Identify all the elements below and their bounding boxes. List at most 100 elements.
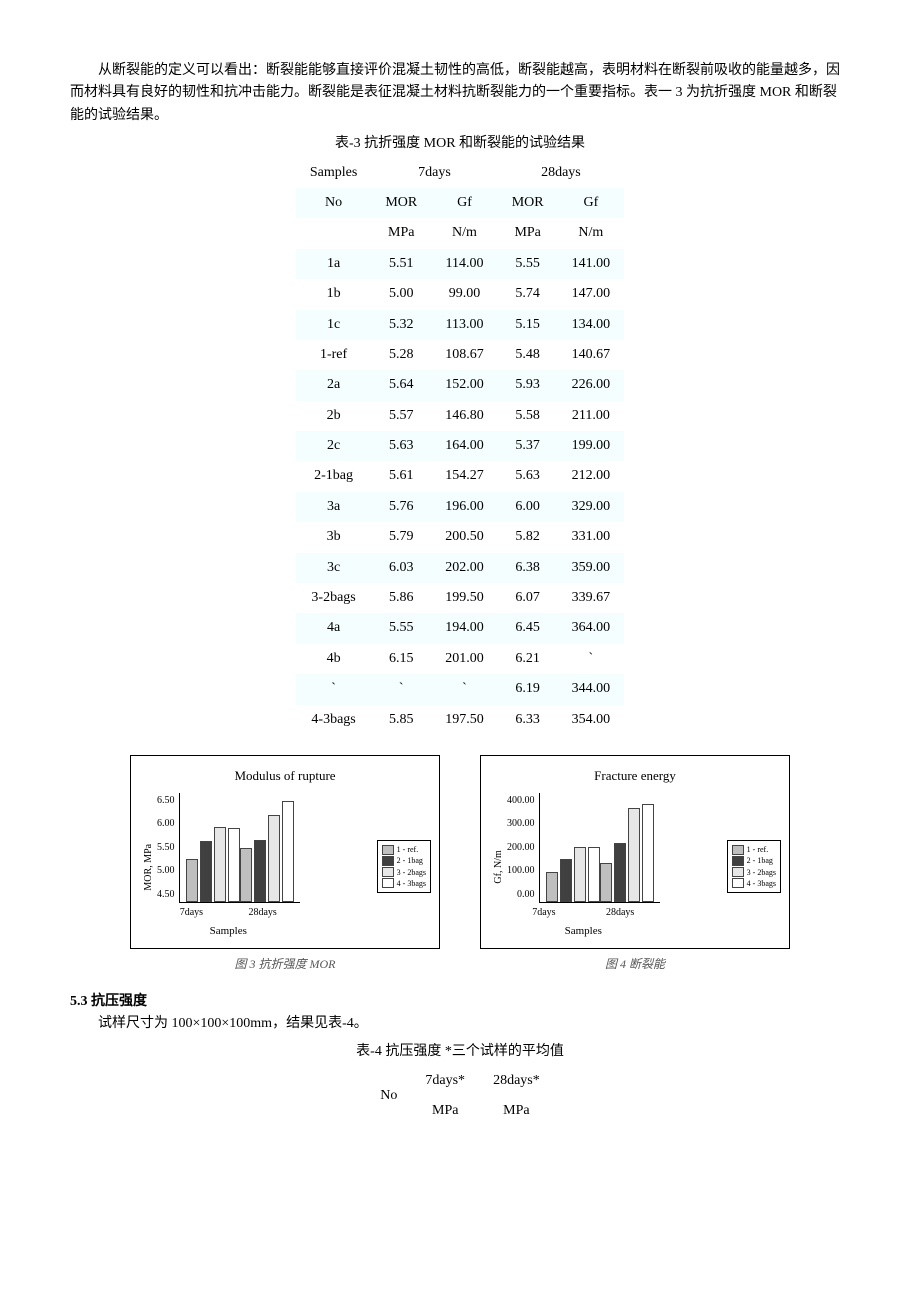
table-cell: 3-2bags — [296, 583, 371, 613]
table-row: 2c5.63164.005.37199.00 — [296, 431, 624, 461]
table-cell: 5.63 — [498, 461, 558, 491]
legend-item: 4 - 3bags — [732, 878, 776, 889]
bar — [628, 808, 640, 901]
table-cell: 114.00 — [431, 249, 498, 279]
fig3-caption: 图 3 抗折强度 MOR — [130, 955, 440, 974]
table-row: 2-1bag5.61154.275.63212.00 — [296, 461, 624, 491]
table-cell: 6.15 — [371, 644, 431, 674]
table-cell: 201.00 — [431, 644, 498, 674]
legend-item: 1 - ref. — [732, 844, 776, 855]
th-gf-28: Gf — [558, 188, 625, 218]
th-no: No — [296, 188, 371, 218]
table-cell: 5.82 — [498, 522, 558, 552]
table-cell: 141.00 — [558, 249, 625, 279]
table-cell: 194.00 — [431, 613, 498, 643]
chart-mor-title: Modulus of rupture — [139, 766, 431, 787]
legend-item: 1 - ref. — [382, 844, 426, 855]
chart-mor-area — [179, 793, 300, 903]
chart-gf-xlabel: Samples — [507, 923, 660, 941]
bar — [588, 847, 600, 901]
table-cell: 6.45 — [498, 613, 558, 643]
table-cell: 2a — [296, 370, 371, 400]
table-cell: 5.28 — [371, 340, 431, 370]
th-mpa-28: MPa — [498, 218, 558, 248]
table-cell: 5.85 — [371, 705, 431, 735]
chart-mor-xticks: 7days28days — [157, 905, 300, 921]
table-cell: 197.50 — [431, 705, 498, 735]
table-cell: 4b — [296, 644, 371, 674]
table-row: 3-2bags5.86199.506.07339.67 — [296, 583, 624, 613]
table-cell: 164.00 — [431, 431, 498, 461]
chart-mor-ylabel: MOR, MPa — [139, 793, 157, 941]
th-mor-7: MOR — [371, 188, 431, 218]
chart-mor-legend: 1 - ref.2 - 1bag3 - 2bags4 - 3bags — [377, 840, 431, 893]
bar — [574, 847, 586, 902]
table-row: 4-3bags5.85197.506.33354.00 — [296, 705, 624, 735]
bar — [214, 827, 226, 902]
t4-28days: 28days* — [479, 1066, 554, 1096]
t4-mpa-7: MPa — [411, 1096, 479, 1126]
chart-mor: Modulus of rupture MOR, MPa 6.506.005.50… — [130, 755, 440, 949]
th-nm-28: N/m — [558, 218, 625, 248]
chart-gf-xticks: 7days28days — [507, 905, 660, 921]
table-cell: 354.00 — [558, 705, 625, 735]
table-cell: 212.00 — [558, 461, 625, 491]
table-cell: 5.32 — [371, 310, 431, 340]
table-cell: 5.61 — [371, 461, 431, 491]
table-cell: 5.63 — [371, 431, 431, 461]
table-cell: 364.00 — [558, 613, 625, 643]
table-row: 1b5.0099.005.74147.00 — [296, 279, 624, 309]
table3-caption: 表-3 抗折强度 MOR 和断裂能的试验结果 — [70, 133, 850, 155]
table-cell: 6.21 — [498, 644, 558, 674]
section-5-3: 5.3 抗压强度 — [70, 991, 850, 1013]
table-cell: 154.27 — [431, 461, 498, 491]
table-cell: 211.00 — [558, 401, 625, 431]
table-row: 1c5.32113.005.15134.00 — [296, 310, 624, 340]
bar — [642, 804, 654, 901]
table-cell: 146.80 — [431, 401, 498, 431]
table-cell: 2-1bag — [296, 461, 371, 491]
bar — [282, 801, 294, 902]
table-cell: ` — [558, 644, 625, 674]
table-cell: 199.50 — [431, 583, 498, 613]
chart-gf: Fracture energy Gf, N/m 400.00300.00200.… — [480, 755, 790, 949]
table-cell: 339.67 — [558, 583, 625, 613]
th-nm-7: N/m — [431, 218, 498, 248]
table-row: 4a5.55194.006.45364.00 — [296, 613, 624, 643]
table-row: 3c6.03202.006.38359.00 — [296, 553, 624, 583]
table-row: 1-ref5.28108.675.48140.67 — [296, 340, 624, 370]
bar — [560, 859, 572, 901]
chart-gf-yticks: 400.00300.00200.00100.000.00 — [507, 793, 539, 903]
table-cell: 344.00 — [558, 674, 625, 704]
table-cell: 6.33 — [498, 705, 558, 735]
table-cell: 196.00 — [431, 492, 498, 522]
chart-gf-area — [539, 793, 660, 903]
table-cell: 5.86 — [371, 583, 431, 613]
th-7days: 7days — [371, 158, 497, 188]
table-cell: 331.00 — [558, 522, 625, 552]
table-cell: 1a — [296, 249, 371, 279]
table-cell: 5.00 — [371, 279, 431, 309]
legend-item: 3 - 2bags — [382, 867, 426, 878]
table-row: 3b5.79200.505.82331.00 — [296, 522, 624, 552]
table-cell: 202.00 — [431, 553, 498, 583]
th-mor-28: MOR — [498, 188, 558, 218]
table4-caption: 表-4 抗压强度 *三个试样的平均值 — [70, 1041, 850, 1063]
table-cell: 6.00 — [498, 492, 558, 522]
table-row: 4b6.15201.006.21` — [296, 644, 624, 674]
table-cell: ` — [431, 674, 498, 704]
table-cell: 113.00 — [431, 310, 498, 340]
chart-mor-wrap: Modulus of rupture MOR, MPa 6.506.005.50… — [130, 755, 440, 975]
table-cell: 4a — [296, 613, 371, 643]
th-28days: 28days — [498, 158, 624, 188]
table-cell: 140.67 — [558, 340, 625, 370]
table-cell: 6.38 — [498, 553, 558, 583]
table-cell: 5.57 — [371, 401, 431, 431]
legend-item: 2 - 1bag — [732, 855, 776, 866]
table-cell: 5.64 — [371, 370, 431, 400]
table-cell: 3c — [296, 553, 371, 583]
table-cell: 134.00 — [558, 310, 625, 340]
table-cell: 199.00 — [558, 431, 625, 461]
table-cell: 5.58 — [498, 401, 558, 431]
table-cell: 5.15 — [498, 310, 558, 340]
